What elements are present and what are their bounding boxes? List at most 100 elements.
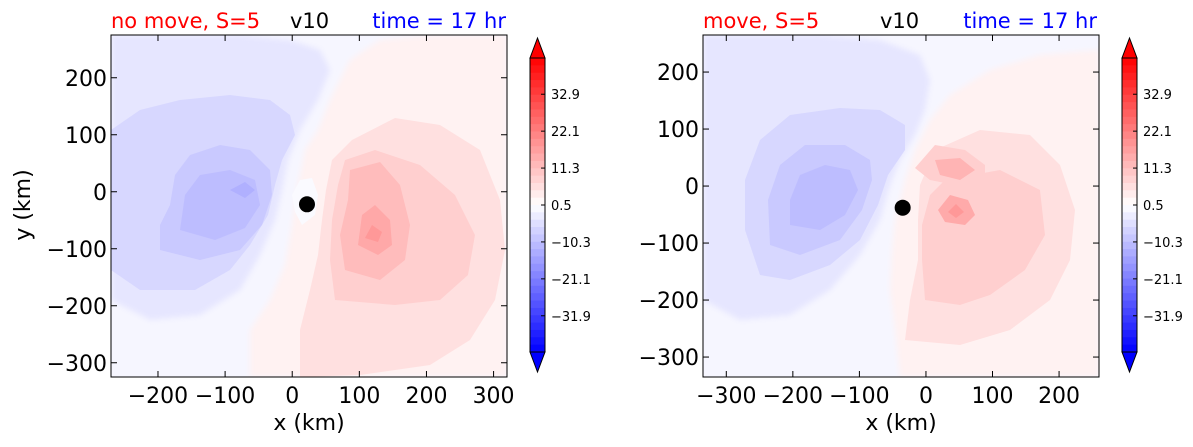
- colorbar-level: [1122, 315, 1137, 324]
- colorbar-level: [1122, 293, 1137, 302]
- colorbar-level: [530, 249, 545, 257]
- colorbar-level: [530, 322, 545, 331]
- colorbar-level: [1122, 241, 1137, 250]
- colorbar-level: [530, 131, 545, 140]
- x-tick-label: −200: [763, 384, 823, 409]
- colorbar-tick-label: −21.1: [1143, 273, 1183, 288]
- panel-b-title-center: v10: [880, 9, 919, 33]
- panel-b-title-left: move, S=5: [703, 9, 819, 33]
- colorbar-tick-label: 32.9: [551, 88, 580, 103]
- colorbar-extend-min: [1121, 351, 1138, 374]
- panel-b-xlabel: x (km): [865, 411, 936, 436]
- colorbar-level: [530, 205, 545, 213]
- colorbar-level: [530, 102, 545, 110]
- colorbar-level: [530, 153, 545, 162]
- x-tick-label: 200: [405, 384, 447, 409]
- y-tick-label: 200: [65, 67, 107, 92]
- x-tick-label: 0: [285, 384, 299, 409]
- colorbar-extend-max: [1121, 36, 1138, 59]
- colorbar-level: [1122, 263, 1137, 272]
- panel-a-title-left: no move, S=5: [111, 9, 260, 33]
- colorbar-level: [530, 227, 545, 235]
- colorbar-level: [1122, 234, 1137, 243]
- colorbar-level: [530, 315, 545, 324]
- colorbar-level: [1122, 271, 1137, 279]
- colorbar-level: [530, 94, 545, 103]
- panel-a-ylabel: y (km): [11, 169, 36, 240]
- colorbar-level: [1122, 80, 1137, 88]
- colorbar-level: [1122, 278, 1137, 287]
- colorbar-tick-label: −21.1: [551, 273, 591, 288]
- panel-b-center-marker: [894, 199, 911, 216]
- colorbar-level: [530, 168, 545, 177]
- colorbar-level: [1122, 344, 1137, 353]
- x-tick-label: −300: [696, 384, 756, 409]
- panel-a-colorbar: 32.9 22.1 11.3 0.5 −10.3 −21.1 −31.9: [529, 36, 591, 374]
- colorbar-level: [530, 197, 545, 206]
- colorbar-level: [1122, 307, 1137, 316]
- colorbar-tick-label: −31.9: [1143, 310, 1183, 325]
- panel-move: move, S=5 v10 time = 17 hr −300 −200 −100 0…: [639, 9, 1183, 436]
- colorbar-level: [1122, 300, 1137, 309]
- colorbar-level: [530, 234, 545, 243]
- colorbar-level: [1122, 160, 1137, 169]
- colorbar-level: [1122, 124, 1137, 132]
- colorbar-level: [1122, 87, 1137, 96]
- colorbar-level: [1122, 102, 1137, 110]
- y-tick-label: 100: [657, 118, 699, 143]
- colorbar-level: [1122, 116, 1137, 125]
- panel-a-contour-field: [111, 35, 507, 377]
- y-tick-label: −300: [47, 352, 107, 377]
- colorbar-tick-label: −10.3: [1143, 236, 1183, 251]
- colorbar-tick-label: 0.5: [551, 199, 572, 214]
- colorbar-level: [1122, 72, 1137, 81]
- colorbar-level: [1122, 205, 1137, 213]
- panel-no-move: no move, S=5 v10 time = 17 hr −200 −100 0 1…: [11, 9, 591, 436]
- colorbar-level: [1122, 197, 1137, 206]
- colorbar-level: [1122, 219, 1137, 228]
- colorbar-level: [1122, 249, 1137, 257]
- y-tick-label: 0: [685, 175, 699, 200]
- colorbar-level: [530, 124, 545, 132]
- y-tick-label: 100: [65, 124, 107, 149]
- colorbar-level: [530, 58, 545, 66]
- colorbar-level: [530, 175, 545, 184]
- colorbar-level: [1122, 329, 1137, 338]
- colorbar-level: [1122, 337, 1137, 346]
- colorbar-level: [1122, 322, 1137, 331]
- x-tick-label: 100: [972, 384, 1014, 409]
- colorbar-tick-label: 22.1: [551, 125, 580, 140]
- colorbar-level: [530, 219, 545, 228]
- colorbar-level: [1122, 109, 1137, 118]
- colorbar-level: [530, 293, 545, 302]
- colorbar-level: [530, 256, 545, 265]
- colorbar-level: [1122, 131, 1137, 140]
- colorbar-level: [1122, 182, 1137, 191]
- y-tick-label: −300: [639, 346, 699, 371]
- colorbar-level: [530, 182, 545, 191]
- colorbar-level: [530, 271, 545, 279]
- panel-a-title-center: v10: [290, 9, 329, 33]
- colorbar-level: [530, 109, 545, 118]
- colorbar-tick-label: 11.3: [551, 162, 580, 177]
- colorbar-tick-label: 0.5: [1143, 199, 1164, 214]
- panel-a-center-marker: [298, 196, 315, 213]
- colorbar-level: [530, 337, 545, 346]
- y-tick-label: −200: [639, 289, 699, 314]
- colorbar-level: [530, 344, 545, 353]
- colorbar-level: [530, 285, 545, 294]
- x-tick-label: −200: [128, 384, 188, 409]
- colorbar-level: [1122, 190, 1137, 199]
- colorbar-tick-label: −10.3: [551, 236, 591, 251]
- colorbar-level: [1122, 168, 1137, 177]
- colorbar-level: [530, 190, 545, 199]
- y-tick-label: 200: [657, 61, 699, 86]
- colorbar-level: [530, 300, 545, 309]
- colorbar-extend-min: [529, 351, 546, 374]
- colorbar-level: [530, 146, 545, 155]
- colorbar-level: [1122, 256, 1137, 265]
- colorbar-level: [530, 72, 545, 81]
- y-tick-label: −100: [639, 232, 699, 257]
- x-tick-label: −100: [195, 384, 255, 409]
